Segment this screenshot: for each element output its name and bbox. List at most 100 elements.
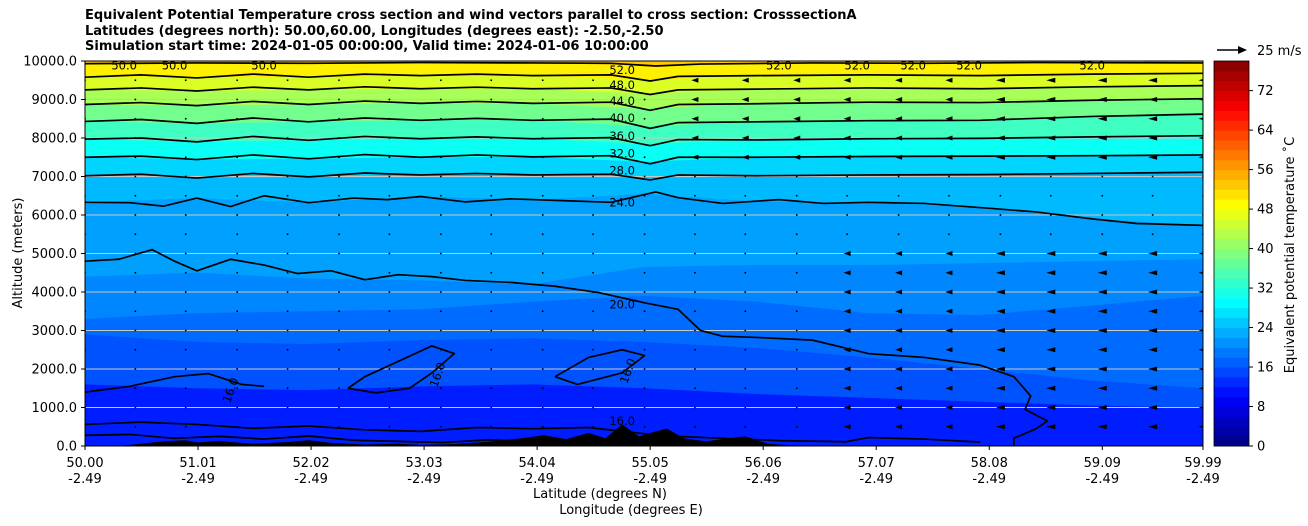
wind-vector-9-6 <box>541 310 544 313</box>
y-tick-label-1: 1000.0 <box>32 401 78 416</box>
wind-vector-12-13 <box>694 175 696 178</box>
quiver-key-label: 25 m/s <box>1257 44 1302 59</box>
wind-vector-9-16 <box>541 117 544 120</box>
wind-vector-10-11 <box>592 214 594 216</box>
wind-vector-3-11 <box>236 214 239 216</box>
wind-vector-17-11 <box>948 214 950 216</box>
wind-vector-1-10 <box>134 233 137 236</box>
wind-vector-14-1 <box>795 406 798 409</box>
wind-vector-19-4 <box>1046 347 1056 353</box>
x-tick-lon-label-8: -2.49 <box>972 472 1006 487</box>
wind-vector-8-12 <box>490 194 493 197</box>
wind-vector-19-12 <box>1049 194 1052 197</box>
wind-vector-3-1 <box>236 406 239 409</box>
wind-vector-3-15 <box>236 137 239 139</box>
colorbar-segment-36 <box>1214 80 1249 92</box>
wind-vector-5-1 <box>338 406 340 409</box>
wind-vector-4-2 <box>286 387 289 390</box>
wind-vector-13-1 <box>744 406 747 409</box>
wind-vector-15-13 <box>846 175 848 178</box>
wind-vector-1-1 <box>134 406 137 409</box>
wind-vector-4-8 <box>286 271 289 274</box>
wind-vector-9-12 <box>541 194 544 197</box>
wind-vector-8-8 <box>490 271 493 274</box>
wind-vector-3-14 <box>236 156 239 159</box>
wind-vector-17-0 <box>945 424 953 430</box>
wind-vector-21-16 <box>1148 116 1158 122</box>
wind-vector-1-2 <box>134 387 137 390</box>
wind-vector-8-6 <box>490 310 493 313</box>
wind-vector-12-1 <box>694 406 696 409</box>
x-tick-lat-label-1: 51.01 <box>179 456 216 471</box>
wind-vector-10-13 <box>592 175 594 178</box>
wind-vector-22-6 <box>1198 310 1203 313</box>
wind-vector-19-14 <box>1046 154 1056 160</box>
wind-vector-16-17 <box>895 97 903 102</box>
colorbar-tick-label-3: 24 <box>1257 321 1274 336</box>
contour-label-2: 44.0 <box>609 94 635 108</box>
wind-vector-12-11 <box>694 214 696 216</box>
wind-vector-16-1 <box>895 405 903 410</box>
wind-vector-21-5 <box>1148 328 1158 333</box>
x-tick-lon-label-1: -2.49 <box>181 472 215 487</box>
wind-vector-11-10 <box>643 233 646 236</box>
wind-vector-4-5 <box>286 329 289 332</box>
colorbar-segment-17 <box>1214 268 1249 279</box>
wind-vector-16-2 <box>895 385 903 391</box>
x-tick-lon-label-5: -2.49 <box>633 472 667 487</box>
wind-vector-22-5 <box>1198 329 1203 332</box>
wind-vector-13-7 <box>744 291 747 293</box>
wind-vector-14-16 <box>793 116 801 122</box>
contour-label-15: 50.0 <box>251 59 277 73</box>
wind-vector-1-14 <box>134 156 137 159</box>
wind-vector-20-9 <box>1097 251 1107 256</box>
wind-vector-13-18 <box>741 77 749 83</box>
wind-vector-7-5 <box>440 329 442 332</box>
wind-vector-15-16 <box>843 116 851 122</box>
wind-vector-6-8 <box>388 271 391 274</box>
contour-label-4: 36.0 <box>609 129 635 143</box>
x-tick-lon-label-7: -2.49 <box>859 472 893 487</box>
wind-vector-14-17 <box>793 97 801 102</box>
wind-vector-5-11 <box>338 214 340 216</box>
colorbar-tick-label-5: 40 <box>1257 242 1274 257</box>
wind-vector-18-10 <box>999 233 1002 236</box>
wind-vector-16-12 <box>897 194 900 197</box>
wind-vector-8-3 <box>490 368 493 370</box>
wind-vector-3-3 <box>236 368 239 370</box>
x-tick-lat-label-0: 50.00 <box>66 456 103 471</box>
wind-vector-3-0 <box>236 425 239 428</box>
wind-vector-2-8 <box>184 271 187 274</box>
wind-vector-20-16 <box>1097 116 1107 122</box>
wind-vector-18-9 <box>995 251 1005 256</box>
wind-vector-14-5 <box>795 329 798 332</box>
wind-vector-15-10 <box>846 233 848 236</box>
wind-vector-5-18 <box>338 79 340 82</box>
wind-vector-12-4 <box>694 348 696 351</box>
wind-vector-3-10 <box>236 233 239 236</box>
wind-vector-11-14 <box>643 156 646 159</box>
wind-vector-21-12 <box>1151 194 1154 197</box>
wind-vector-2-14 <box>184 156 187 159</box>
contour-labels: 52.048.044.040.036.032.028.024.020.016.0… <box>111 59 1105 428</box>
wind-vector-8-18 <box>490 79 493 82</box>
colorbar-segment-1 <box>1214 426 1249 437</box>
wind-vector-6-11 <box>388 214 391 216</box>
wind-vector-15-6 <box>843 308 851 314</box>
wind-vector-12-0 <box>694 425 696 428</box>
wind-vector-5-4 <box>338 348 340 351</box>
wind-vector-12-3 <box>694 368 696 370</box>
wind-vector-6-9 <box>388 252 391 255</box>
wind-vector-17-10 <box>948 233 950 236</box>
wind-vector-18-11 <box>999 214 1002 216</box>
wind-vector-13-5 <box>744 329 747 332</box>
wind-vector-5-12 <box>338 194 340 197</box>
wind-vector-9-13 <box>541 175 544 178</box>
contour-line-16-11 <box>347 345 456 394</box>
wind-vector-21-18 <box>1148 77 1158 83</box>
wind-vector-8-5 <box>490 329 493 332</box>
wind-vector-7-2 <box>440 387 442 390</box>
wind-vector-14-12 <box>795 194 798 197</box>
contour-label-14: 50.0 <box>162 59 188 73</box>
